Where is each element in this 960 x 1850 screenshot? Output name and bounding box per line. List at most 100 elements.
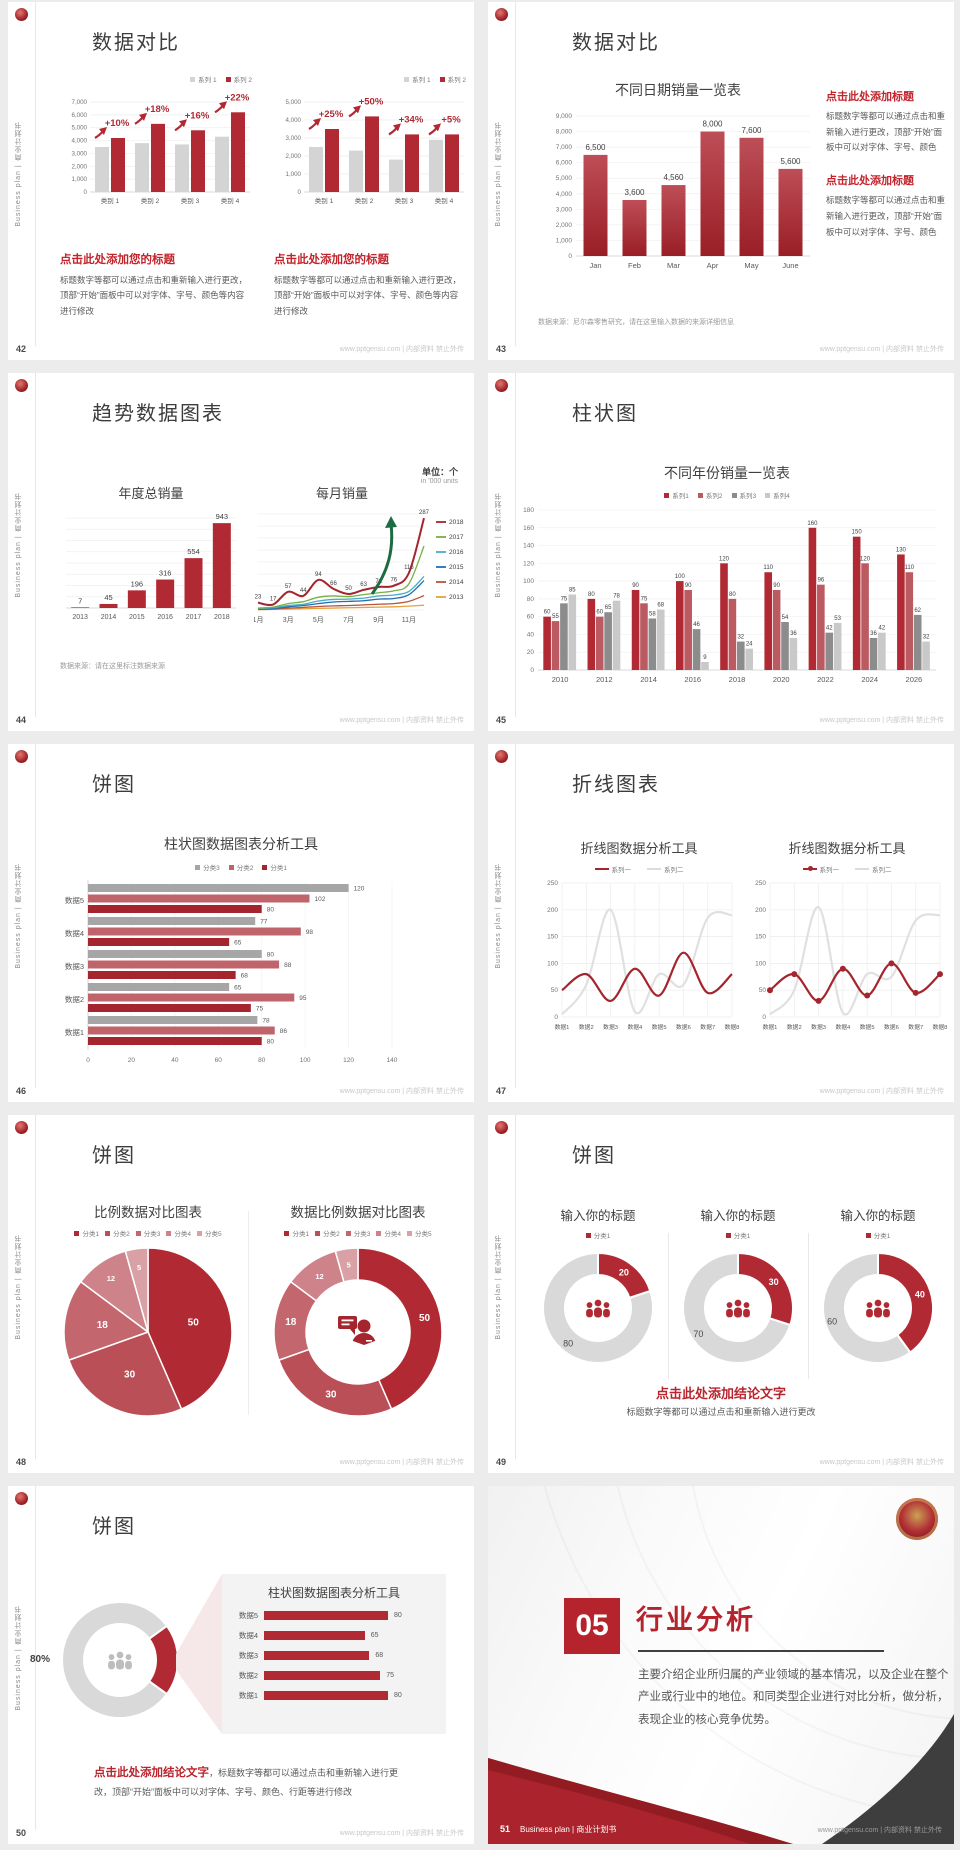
right-pie-block: 数据比例数据对比图表 分类1 分类2 分类3 分类4 分类5 50 30 18 12 5 (256, 1201, 460, 1431)
sidebar-vertical-text: Business plan | 商业计划书 (495, 121, 502, 227)
slide-thumbnail-46[interactable]: Business plan | 商业计划书 饼图 46 www.pptgensu.co… (8, 744, 474, 1102)
svg-text:类别 1: 类别 1 (101, 196, 120, 205)
slide-title: 数据对比 (92, 32, 180, 54)
chart-title: 输入你的标题 (560, 1209, 636, 1223)
legend-label: 系列一 (819, 867, 840, 874)
svg-text:110: 110 (904, 565, 914, 571)
svg-text:58: 58 (649, 611, 656, 617)
logo-badge (15, 1492, 28, 1505)
legend-swatch (262, 864, 268, 870)
chart-block: 不同年份销量一览表 系列1 系列2 系列3 系列4 0 20 40 60 80 100 120 140 1… (512, 463, 942, 719)
legend-item: 系列 2 (439, 74, 466, 84)
footer-url: www.pptgensu.com | 内部资料 禁止外传 (819, 346, 944, 353)
svg-text:Mar: Mar (667, 261, 680, 270)
slide-thumbnail-51[interactable]: 05 行业分析 主要介绍企业所归属的产业领域的基本情况，以及企业在整个产业或行业中的… (488, 1486, 954, 1844)
sidebar-vertical-text: Business plan | 商业计划书 (15, 1234, 22, 1340)
svg-text:75: 75 (641, 596, 648, 602)
svg-text:1月: 1月 (254, 616, 263, 624)
legend-item: 分类2 (315, 1228, 340, 1238)
svg-text:63: 63 (360, 582, 367, 588)
slide-thumbnail-50[interactable]: Business plan | 商业计划书 饼图 50 www.pptgensu.co… (8, 1486, 474, 1844)
svg-text:0: 0 (86, 1057, 90, 1064)
half-divider (248, 1211, 249, 1415)
slide-thumbnail-47[interactable]: Business plan | 商业计划书 折线图表 47 www.pptgensu.… (488, 744, 954, 1102)
svg-text:17: 17 (270, 597, 277, 603)
svg-text:120: 120 (860, 556, 871, 562)
section-number: 05 (564, 1598, 620, 1654)
svg-text:55: 55 (552, 614, 559, 620)
footer-url: www.pptgensu.com | 内部资料 禁止外传 (339, 1459, 464, 1466)
chart-title: 折线图数据分析工具 (788, 841, 906, 856)
svg-text:65: 65 (234, 985, 242, 992)
slide-title: 饼图 (92, 1145, 136, 1167)
sidebar-strip: Business plan | 商业计划书 (488, 373, 516, 717)
svg-text:40: 40 (527, 631, 535, 638)
logo-badge (15, 379, 28, 392)
slide-thumbnail-43[interactable]: Business plan | 商业计划书 数据对比 43 www.pptgensu.… (488, 2, 954, 360)
svg-text:5: 5 (347, 1261, 351, 1270)
svg-text:80: 80 (267, 952, 275, 959)
logo-badge (495, 379, 508, 392)
horizontal-bar-chart: 0 20 40 60 80 100 120 140 数据5 120 102 80 数据4 77 98 65 数据… (65, 880, 398, 1064)
svg-text:77: 77 (260, 919, 268, 926)
svg-text:+22%: +22% (225, 92, 250, 103)
svg-text:18: 18 (97, 1320, 109, 1331)
legend-label: 分类1 (733, 1233, 751, 1240)
svg-text:23: 23 (255, 595, 262, 601)
svg-text:180: 180 (523, 507, 534, 514)
slide-thumbnail-49[interactable]: Business plan | 商业计划书 饼图 49 www.pptgensu.co… (488, 1115, 954, 1473)
legend-item: 系列二 (647, 864, 684, 874)
legend-label: 系列 1 (198, 77, 217, 84)
svg-text:90: 90 (632, 583, 639, 589)
sidebar-strip: Business plan | 商业计划书 (488, 2, 516, 346)
svg-text:30: 30 (769, 1277, 779, 1287)
svg-text:+18%: +18% (145, 104, 170, 115)
chart-legend: 分类1 (672, 1230, 804, 1240)
unit-label-block: 单位：个 in '000 units (421, 465, 458, 485)
svg-text:12: 12 (315, 1272, 323, 1281)
slide-thumbnail-45[interactable]: Business plan | 商业计划书 柱状图 45 www.pptgensu.c… (488, 373, 954, 731)
svg-text:116: 116 (404, 565, 414, 571)
sidebar-strip: Business plan | 商业计划书 (8, 1486, 36, 1830)
legend-label: 分类2 (113, 1231, 130, 1238)
svg-text:80: 80 (267, 1039, 275, 1046)
svg-text:88: 88 (284, 962, 292, 969)
legend-label: 分类3 (353, 1231, 371, 1238)
svg-text:90: 90 (685, 583, 692, 589)
legend-item: 分类1 (74, 1228, 99, 1238)
svg-text:30: 30 (325, 1389, 337, 1400)
legend-swatch (725, 1232, 731, 1238)
monthly-line-block: 每月销量 23 17 57 44 94 66 50 63 72 76 116 287 1月 3月 5月 7月 9月… (253, 483, 466, 645)
legend-label: 分类4 (384, 1231, 401, 1238)
slide-thumbnail-44[interactable]: Business plan | 商业计划书 趋势数据图表 44 www.pptgens… (8, 373, 474, 731)
svg-text:8,000: 8,000 (702, 120, 723, 129)
grouped-column-chart: 0 1,000 2,000 3,000 4,000 5,000 6,000 7,000 +10%… (72, 92, 250, 205)
footer-url: www.pptgensu.com | 内部资料 禁止外传 (339, 346, 464, 353)
logo-badge (495, 8, 508, 21)
svg-text:数据5: 数据5 (860, 1023, 875, 1031)
svg-text:+5%: +5% (441, 114, 461, 125)
legend-item: 分类3 (195, 862, 220, 872)
panel-bar-row: 数据2 75 (232, 1670, 436, 1681)
unit-sub-label: in '000 units (420, 478, 458, 485)
slide-thumbnail-42[interactable]: Business plan | 商业计划书 数据对比 42 www.pptgensu.… (8, 2, 474, 360)
svg-text:78: 78 (613, 594, 620, 600)
column-chart-block: 系列 1 系列 2 0 1,000 2,000 3,000 4,000 5,000 6,000 7… (60, 74, 252, 319)
svg-text:18: 18 (285, 1317, 297, 1328)
legend-item: 系列 1 (190, 74, 217, 84)
svg-text:100: 100 (523, 578, 534, 585)
logo-badge (15, 750, 28, 763)
svg-text:120: 120 (343, 1057, 354, 1064)
svg-text:+50%: +50% (359, 96, 384, 107)
svg-text:2020: 2020 (773, 675, 790, 684)
svg-text:数据7: 数据7 (700, 1023, 715, 1031)
legend-label: 分类1 (82, 1231, 100, 1238)
svg-text:5,000: 5,000 (556, 175, 573, 182)
legend-item: 分类5 (196, 1228, 222, 1238)
slide-thumbnail-48[interactable]: Business plan | 商业计划书 饼图 48 www.pptgensu.co… (8, 1115, 474, 1473)
svg-text:50: 50 (551, 987, 559, 994)
sidebar-strip: Business plan | 商业计划书 (8, 2, 36, 346)
svg-text:65: 65 (605, 605, 612, 611)
svg-text:150: 150 (852, 530, 863, 536)
svg-text:53: 53 (834, 616, 841, 622)
